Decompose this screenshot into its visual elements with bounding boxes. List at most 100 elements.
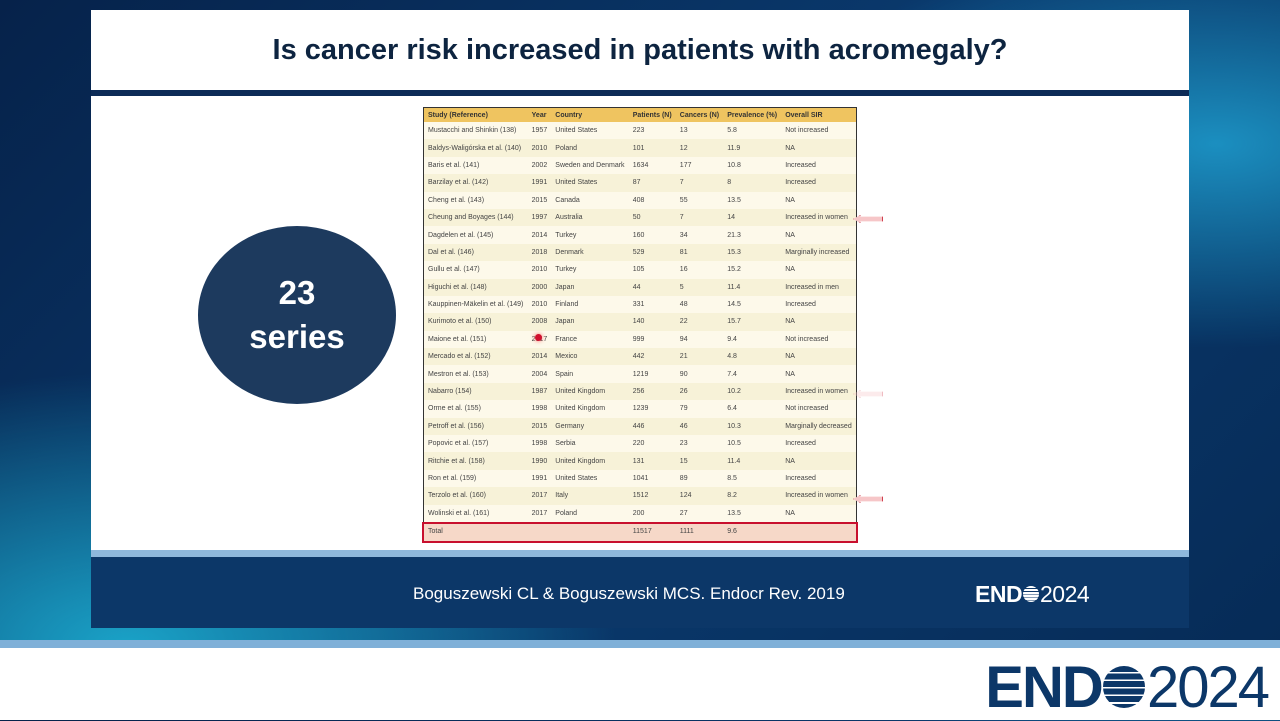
table-row: Cheng et al. (143) 2015 Canada 408 55 13.5 NA (424, 192, 856, 209)
table-cell: United Kingdom (555, 405, 606, 413)
total-row: Total 11517 1111 9.6 (424, 521, 856, 541)
table-cell: 1991 (531, 475, 548, 482)
table-cell: Increased (781, 174, 856, 192)
series-label: series (249, 318, 345, 355)
table-cell: 2014 (531, 231, 548, 239)
table-cell: Japan (551, 278, 629, 296)
table-cell: Baris et al. (141) (428, 161, 480, 169)
table-cell: Baldys-Waligórska et al. (140) (424, 139, 528, 157)
table-cell: 10.5 (727, 440, 741, 448)
table-cell: 131 (628, 452, 676, 470)
table-cell: 2017 (527, 487, 552, 505)
table-cell: 529 (628, 243, 676, 262)
table-cell: 160 (632, 231, 645, 239)
table-cell: NA (781, 139, 856, 157)
table-row: Terzolo et al. (160) 2017 Italy 1512 124 8.2 I… (424, 487, 856, 505)
table-cell: 8.5 (727, 475, 737, 482)
table-cell: 50 (628, 208, 676, 227)
table-cell: Terzolo et al. (160) (424, 487, 528, 505)
table-cell: 256 (628, 382, 676, 401)
table-cell: Sweden and Denmark (555, 161, 625, 169)
table-cell: Orme et al. (155) (428, 405, 481, 413)
table-cell: 8.2 (723, 487, 782, 505)
table-row: Orme et al. (155) 1998 United Kingdom 1239 7… (424, 400, 856, 417)
table-cell: 55 (679, 196, 688, 204)
table-cell: 101 (628, 139, 676, 157)
title-divider (91, 90, 1189, 96)
table-cell: 4.8 (723, 348, 782, 366)
table-cell: 14 (723, 208, 782, 227)
table-cell: 14.5 (727, 301, 741, 309)
table-cell: United States (555, 127, 598, 135)
table-cell: NA (785, 370, 795, 378)
slide: Is cancer risk increased in patients wit… (91, 10, 1189, 628)
table-cell: NA (781, 452, 856, 470)
column-header: Country (551, 108, 629, 122)
table-cell: Mestron et al. (153) (428, 370, 489, 378)
column-header: Prevalence (%) (723, 108, 782, 122)
table-row: Barzilay et al. (142) 1991 United States 87… (424, 174, 856, 192)
table-cell: Kurimoto et al. (150) (424, 313, 528, 331)
table-row: Ron et al. (159) 1991 United States 1041 89 8… (424, 470, 856, 487)
table-cell: United States (551, 174, 629, 192)
table-row: Baris et al. (141) 2002 Sweden and Denmark… (424, 157, 856, 174)
table-cell: 1998 (531, 440, 548, 448)
table-cell: 94 (679, 335, 688, 343)
table-cell: Popovic et al. (157) (428, 440, 489, 448)
series-count: 23 (278, 274, 316, 311)
table-cell: Increased (785, 161, 816, 169)
table-cell: 2018 (527, 243, 552, 262)
table-cell: 2015 (531, 196, 548, 204)
table-cell: Italy (551, 487, 629, 505)
globe-icon (1022, 585, 1040, 603)
table-cell: 105 (632, 266, 645, 274)
endo-2024-logo: END 2024 (985, 655, 1270, 720)
total-highlight-box (422, 521, 858, 543)
table-cell: 15.3 (723, 243, 782, 262)
table-cell: Nabarro (154) (424, 382, 528, 401)
table-cell: 446 (628, 417, 676, 436)
table-cell: NA (785, 509, 795, 517)
total-cell: Total (424, 521, 528, 541)
table-row: Higuchi et al. (148) 2000 Japan 44 5 11.4 Incr… (424, 278, 856, 296)
table-row: Gullu et al. (147) 2010 Turkey 105 16 15.2 NA (424, 261, 856, 278)
table-cell: NA (785, 196, 795, 204)
table-row: Wolinski et al. (161) 2017 Poland 200 27 13.5… (424, 505, 856, 522)
table-cell: 34 (679, 231, 688, 239)
table-cell: Maione et al. (151) (428, 335, 487, 343)
citation: Boguszewski CL & Boguszewski MCS. Endocr… (413, 584, 845, 603)
table-cell: Dal et al. (146) (424, 243, 528, 262)
column-header: Year (527, 108, 552, 122)
table-cell: Increased in men (781, 278, 856, 296)
table-cell: 1987 (527, 382, 552, 401)
table-cell: Not increased (785, 335, 829, 343)
table-cell: United Kingdom (551, 382, 629, 401)
table-cell: 44 (628, 278, 676, 296)
total-cell: 1111 (675, 521, 724, 541)
arrow-icon (853, 390, 883, 398)
table-row: Dal et al. (146) 2018 Denmark 529 81 15.3 Marg… (424, 243, 856, 262)
table-cell: Cheng et al. (143) (428, 196, 485, 204)
table-cell: 11.4 (723, 452, 782, 470)
column-header: Overall SIR (781, 108, 856, 122)
table-cell: 999 (632, 335, 645, 343)
table-cell: Mercado et al. (152) (424, 348, 528, 366)
table-cell: 1998 (531, 405, 548, 413)
table-cell: 442 (628, 348, 676, 366)
total-cell: 9.6 (723, 521, 782, 541)
table-cell: 1990 (527, 452, 552, 470)
table-cell: Kauppinen-Mäkelin et al. (149) (428, 301, 524, 309)
bottom-stripe (0, 640, 1280, 648)
table-cell: 90 (679, 370, 688, 378)
table-cell: 1634 (632, 161, 649, 169)
table-cell: 7 (675, 208, 724, 227)
table-cell: Increased in women (781, 382, 856, 401)
table-cell: 1239 (632, 405, 649, 413)
total-cell (781, 521, 856, 541)
table-cell: 2010 (531, 301, 548, 309)
table-cell: 2000 (527, 278, 552, 296)
table-cell: 16 (679, 266, 688, 274)
table-cell: 220 (632, 440, 645, 448)
table-cell: Mexico (551, 348, 629, 366)
table-row: Kurimoto et al. (150) 2008 Japan 140 22 15.7 N… (424, 313, 856, 331)
